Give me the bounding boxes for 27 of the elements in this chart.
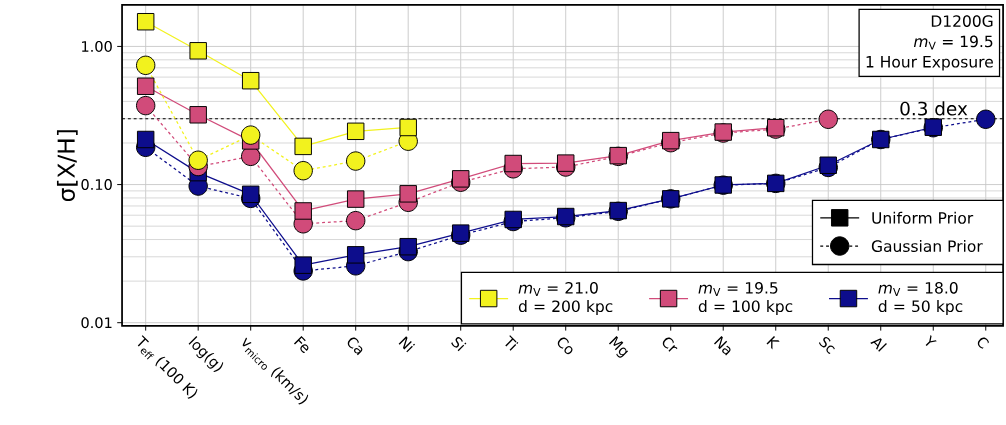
- annotation: D1200G: [931, 15, 993, 27]
- x-tick-label: Ti: [505, 335, 519, 351]
- y-axis-title: σ[X/H]: [56, 130, 78, 202]
- x-tick-label: Al: [870, 338, 887, 352]
- annotation: m$_{V}$ = 19.5: [913, 35, 993, 50]
- legend-label: Gaussian Prior: [871, 240, 983, 253]
- x-tick-label: Ni: [398, 336, 416, 353]
- x-tick-label: Fe: [293, 336, 309, 354]
- ref-line-label: 0.3 dex: [900, 101, 968, 116]
- y-tick-label: 1.00: [82, 40, 112, 52]
- x-tick-label: Y: [925, 334, 937, 347]
- x-tick-label: Co: [557, 337, 573, 355]
- x-tick-label: Si: [451, 337, 467, 352]
- x-tick-label: K: [766, 336, 780, 350]
- y-tick-label: 0.01: [81, 317, 112, 329]
- legend-label: m$_{V}$ = 19.5 d = 100 kpc: [698, 281, 793, 316]
- y-tick-label: 0.10: [81, 179, 112, 191]
- x-tick-label: Mg: [609, 336, 629, 358]
- x-tick-label: C: [977, 337, 989, 349]
- legend-label: m$_{V}$ = 18.0 d = 50 kpc: [878, 281, 963, 316]
- legend-label: m$_{V}$ = 21.0 d = 200 kpc: [518, 281, 613, 316]
- legend-label: Uniform Prior: [872, 211, 974, 224]
- x-tick-label: Na: [714, 336, 731, 356]
- x-tick-label: Sc: [818, 336, 835, 354]
- x-tick-label: Cr: [662, 337, 678, 352]
- annotation: 1 Hour Exposure: [866, 56, 993, 71]
- x-tick-label: Ca: [347, 337, 363, 356]
